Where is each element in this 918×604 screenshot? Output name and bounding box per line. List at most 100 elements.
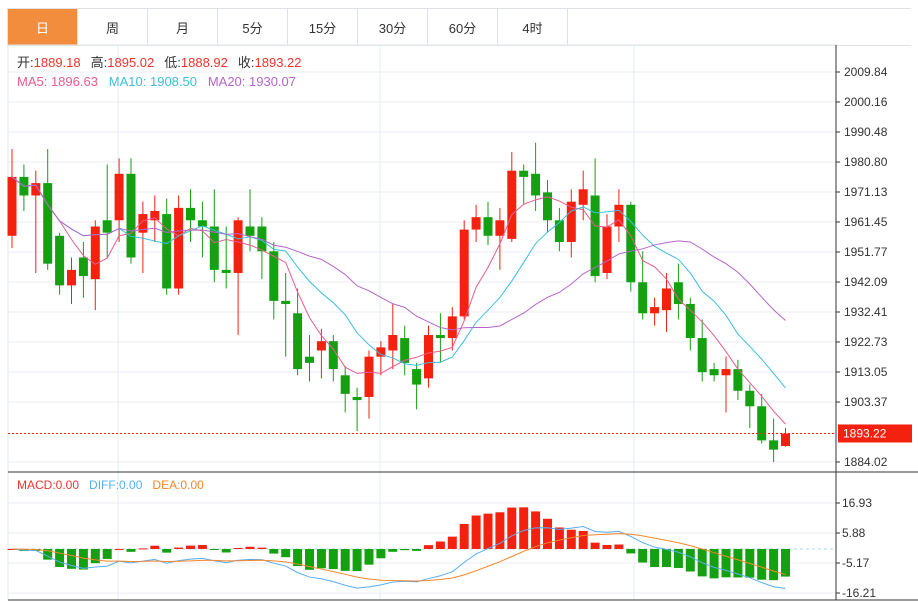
macd-bar bbox=[447, 536, 457, 549]
macd-bar bbox=[531, 511, 541, 549]
candle-up bbox=[233, 220, 243, 273]
macd-bar bbox=[114, 548, 124, 550]
candle-down bbox=[293, 313, 303, 370]
candle-down bbox=[400, 338, 410, 363]
candle-up bbox=[614, 204, 624, 227]
macd-tick-label: -5.17 bbox=[842, 556, 870, 570]
candle-down bbox=[269, 251, 279, 301]
macd-bar bbox=[138, 548, 148, 550]
high-value: 1895.02 bbox=[107, 55, 155, 70]
macd-tick-label: 16.93 bbox=[842, 496, 872, 510]
macd-bar bbox=[781, 548, 790, 577]
macd-bar bbox=[602, 545, 612, 549]
macd-bar bbox=[459, 523, 469, 549]
candle-up bbox=[578, 189, 588, 205]
price-tick-label: 1922.73 bbox=[844, 335, 888, 349]
macd-info: MACD:0.00 DIFF:0.00 DEA:0.00 bbox=[17, 478, 204, 492]
macd-bar bbox=[769, 548, 779, 581]
candle-up bbox=[602, 226, 612, 273]
candle-up bbox=[150, 210, 160, 221]
macd-bar bbox=[221, 548, 231, 553]
macd-bar bbox=[293, 548, 303, 567]
macd-bar bbox=[186, 545, 195, 549]
macd-bar bbox=[626, 548, 636, 554]
candle-down bbox=[685, 303, 695, 339]
tab-week[interactable]: 周 bbox=[78, 9, 148, 45]
price-tick-label: 1980.80 bbox=[844, 155, 888, 169]
candle-down bbox=[126, 173, 136, 258]
price-tick-label: 1961.45 bbox=[844, 215, 888, 229]
ma10-line bbox=[11, 176, 786, 389]
macd-value: MACD:0.00 bbox=[17, 478, 80, 492]
candle-up bbox=[31, 183, 41, 196]
candle-up bbox=[495, 220, 505, 236]
tab-day[interactable]: 日 bbox=[8, 9, 78, 45]
price-tick-label: 2009.84 bbox=[844, 65, 888, 79]
candle-up bbox=[67, 269, 76, 286]
tab-5min[interactable]: 5分 bbox=[218, 9, 288, 45]
macd-bar bbox=[435, 541, 445, 549]
macd-bar bbox=[495, 512, 505, 549]
diff-value: DIFF:0.00 bbox=[89, 478, 143, 492]
tab-60min[interactable]: 60分 bbox=[428, 9, 498, 45]
ma5-line bbox=[11, 176, 786, 425]
macd-bar bbox=[162, 548, 172, 553]
macd-bar bbox=[43, 548, 53, 560]
macd-bar bbox=[388, 548, 398, 552]
close-value: 1893.22 bbox=[254, 55, 302, 70]
candle-up bbox=[507, 170, 517, 239]
candle-down bbox=[543, 192, 552, 221]
candle-up bbox=[459, 229, 469, 317]
candle-down bbox=[554, 220, 564, 242]
macd-bar bbox=[483, 513, 493, 549]
plot-frame bbox=[7, 44, 837, 601]
candle-down bbox=[340, 375, 350, 394]
current-price-label: 1893.22 bbox=[843, 426, 887, 440]
candle-down bbox=[745, 390, 755, 407]
macd-bar bbox=[174, 547, 184, 549]
candle-down bbox=[162, 214, 172, 289]
high-label: 高: bbox=[90, 55, 108, 70]
macd-bar bbox=[281, 548, 291, 558]
candle-down bbox=[328, 341, 338, 370]
dea-value: DEA:0.00 bbox=[152, 478, 204, 492]
macd-bar bbox=[197, 545, 207, 549]
macd-bar bbox=[150, 545, 160, 549]
tab-4hour[interactable]: 4时 bbox=[498, 9, 568, 45]
macd-bar bbox=[507, 507, 517, 549]
ma20-value: MA20: 1930.07 bbox=[207, 74, 297, 89]
macd-bar bbox=[721, 548, 731, 578]
candle-up bbox=[114, 173, 124, 221]
candle-up bbox=[721, 369, 731, 376]
macd-bar bbox=[328, 548, 338, 570]
macd-bar bbox=[67, 548, 76, 569]
dea-line bbox=[11, 533, 786, 582]
tab-15min[interactable]: 15分 bbox=[288, 9, 358, 45]
candle-up bbox=[650, 307, 660, 314]
macd-bar bbox=[269, 548, 279, 554]
macd-bar bbox=[126, 548, 136, 552]
candle-up bbox=[388, 334, 398, 351]
macd-bar bbox=[709, 548, 719, 579]
candle-down bbox=[709, 369, 719, 376]
candle-down bbox=[352, 396, 362, 401]
macd-bar bbox=[209, 548, 219, 550]
tab-30min[interactable]: 30分 bbox=[358, 9, 428, 45]
price-tick-label: 2000.16 bbox=[844, 95, 888, 109]
ohlc-info: 开:1889.18 高:1895.02 低:1888.92 收:1893.22 MA5… bbox=[17, 53, 312, 91]
tab-month[interactable]: 月 bbox=[148, 9, 218, 45]
price-tick-label: 1884.02 bbox=[844, 455, 888, 469]
macd-bar bbox=[376, 548, 386, 559]
candle-down bbox=[305, 356, 314, 363]
macd-bar bbox=[650, 548, 660, 568]
price-tick-label: 1913.05 bbox=[844, 365, 888, 379]
macd-bar bbox=[340, 548, 350, 571]
price-tick-label: 1951.77 bbox=[844, 245, 888, 259]
candle-up bbox=[7, 176, 17, 236]
macd-bar bbox=[471, 515, 481, 549]
candle-down bbox=[245, 226, 255, 236]
macd-bar bbox=[245, 546, 255, 549]
candle-down bbox=[531, 173, 541, 196]
candle-down bbox=[483, 217, 493, 236]
